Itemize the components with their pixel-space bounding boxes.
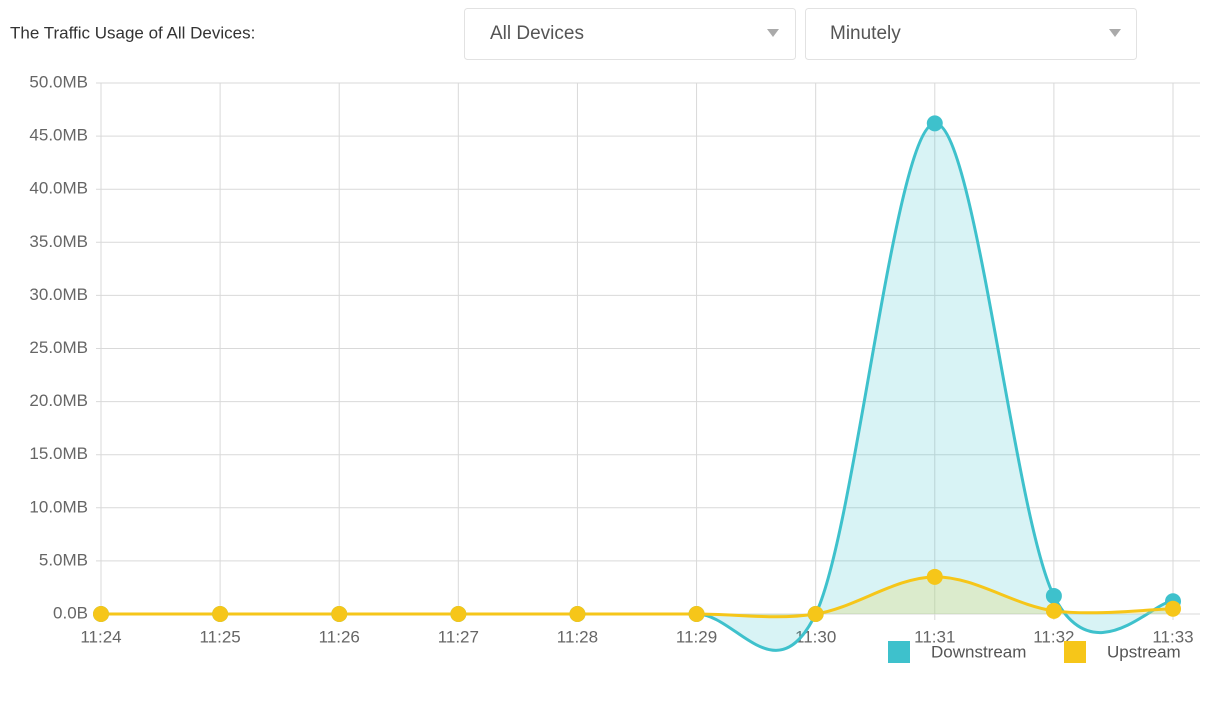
x-tick-label: 11:31 bbox=[914, 627, 955, 646]
point bbox=[93, 606, 109, 622]
point bbox=[1045, 602, 1062, 619]
point bbox=[212, 606, 229, 622]
select-arrow[interactable] bbox=[767, 29, 779, 37]
point bbox=[807, 606, 824, 622]
x-tick-label: 11:25 bbox=[199, 627, 240, 646]
select-box[interactable] bbox=[805, 8, 1137, 60]
point bbox=[569, 606, 586, 622]
select-box[interactable] bbox=[464, 8, 796, 60]
x-tick-label: 11:33 bbox=[1152, 627, 1193, 646]
header-label: The Traffic Usage of All Devices: bbox=[10, 23, 255, 42]
series-area bbox=[101, 576, 1173, 617]
point bbox=[1165, 600, 1181, 617]
y-tick-label: 35.0MB bbox=[29, 232, 88, 251]
select-value[interactable]: Minutely bbox=[830, 23, 901, 44]
x-tick-label: 11:24 bbox=[80, 627, 121, 646]
series-area bbox=[101, 123, 1173, 651]
y-tick-label: 50.0MB bbox=[29, 72, 88, 91]
y-tick-label: 20.0MB bbox=[29, 391, 88, 410]
y-tick-label: 10.0MB bbox=[29, 497, 88, 516]
y-tick-label: 40.0MB bbox=[29, 179, 88, 198]
device-select[interactable]: All Devices bbox=[464, 8, 796, 60]
x-tick-label: 11:27 bbox=[438, 627, 479, 646]
legend-swatch bbox=[1064, 641, 1086, 663]
select-arrow[interactable] bbox=[1109, 29, 1121, 37]
legend-swatch bbox=[888, 641, 910, 663]
interval-select[interactable]: Minutely bbox=[805, 8, 1137, 60]
x-tick-label: 11:28 bbox=[557, 627, 598, 646]
y-tick-label: 5.0MB bbox=[39, 550, 88, 569]
legend-label: Upstream bbox=[1107, 642, 1181, 661]
y-tick-label: 15.0MB bbox=[29, 444, 88, 463]
point bbox=[926, 115, 943, 132]
x-tick-label: 11:26 bbox=[319, 627, 360, 646]
point bbox=[1045, 587, 1062, 604]
point bbox=[331, 606, 348, 622]
legend-label: Downstream bbox=[931, 642, 1026, 661]
point bbox=[450, 606, 467, 622]
y-tick-label: 0.0B bbox=[53, 603, 88, 622]
point bbox=[688, 606, 705, 622]
select-value[interactable]: All Devices bbox=[490, 23, 584, 44]
point bbox=[926, 568, 943, 585]
y-tick-label: 25.0MB bbox=[29, 338, 88, 357]
series-line bbox=[100, 575, 1174, 619]
y-tick-label: 45.0MB bbox=[29, 126, 88, 145]
x-tick-label: 11:29 bbox=[676, 627, 717, 646]
y-tick-label: 30.0MB bbox=[29, 285, 88, 304]
